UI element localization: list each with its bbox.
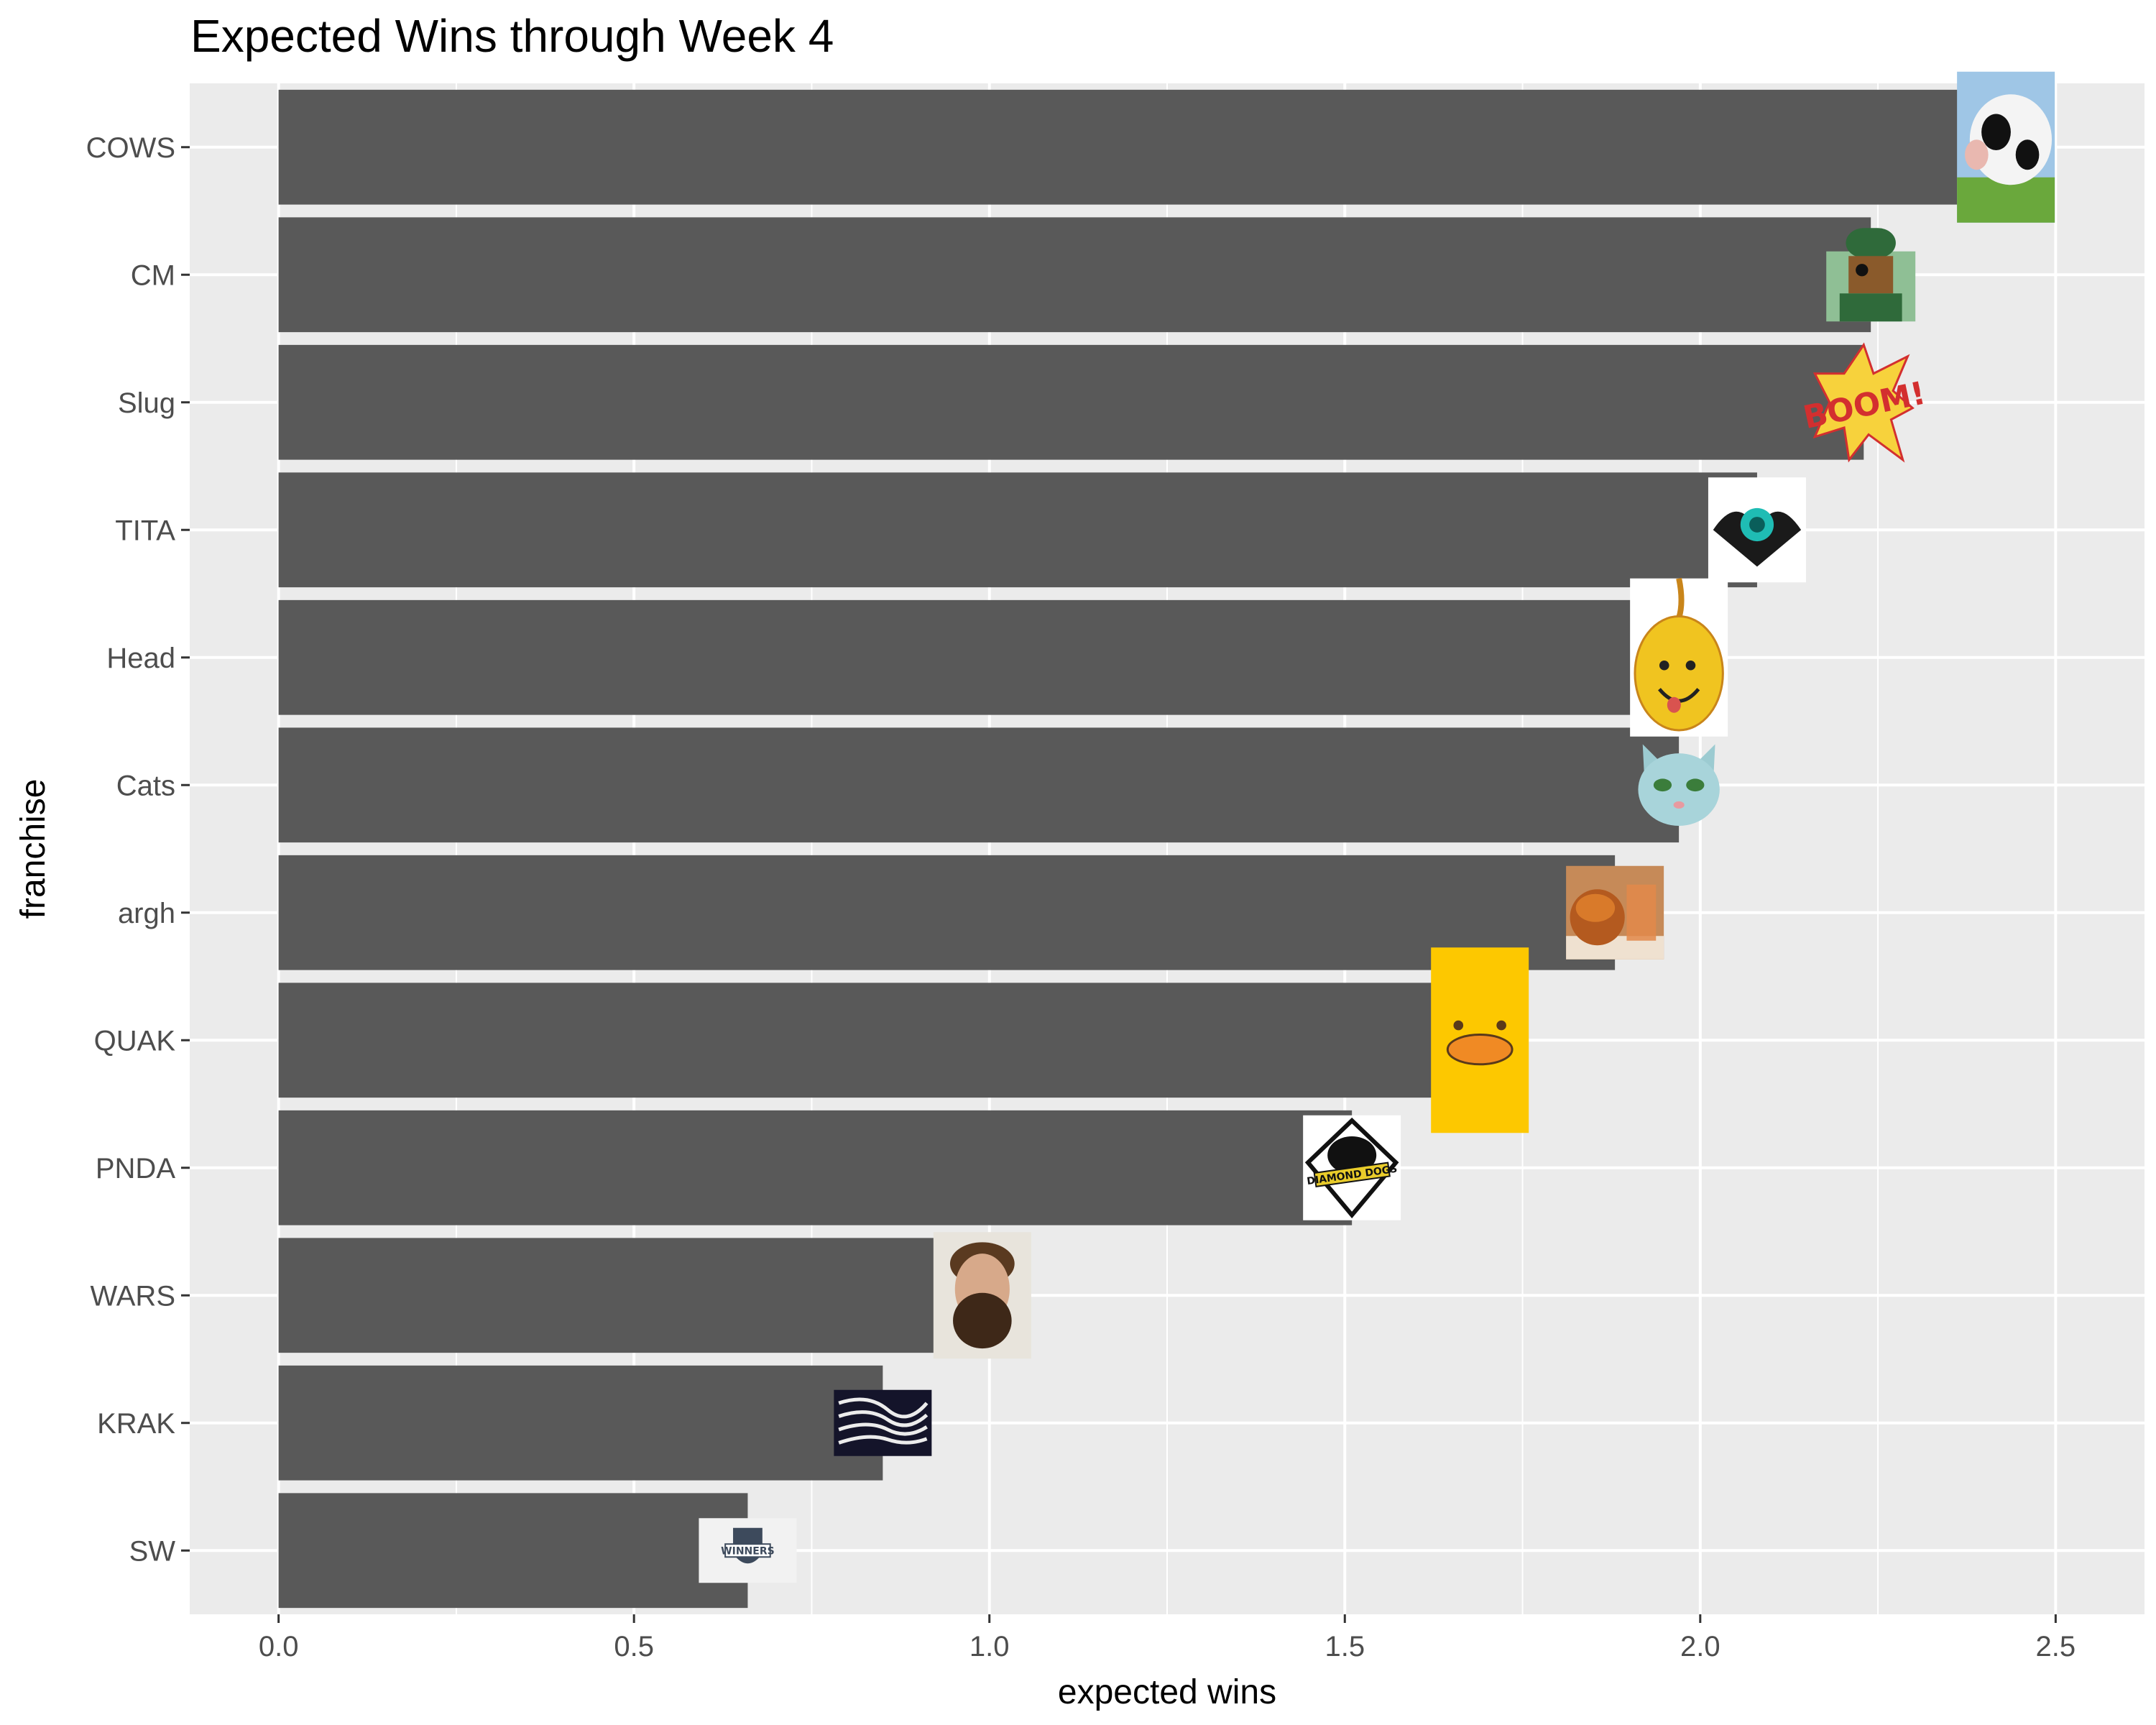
x-tick-label: 1.5 xyxy=(1325,1631,1365,1662)
y-axis-title: franchise xyxy=(14,779,52,919)
x-axis-title: expected wins xyxy=(1058,1673,1276,1711)
bars xyxy=(278,89,2007,1609)
y-tick-label: Slug xyxy=(118,387,175,419)
bar-krak xyxy=(278,1365,883,1481)
y-tick-label: WARS xyxy=(90,1280,175,1312)
x-tick-label: 0.5 xyxy=(614,1631,654,1662)
x-tick-label: 2.0 xyxy=(1680,1631,1720,1662)
y-tick-label: TITA xyxy=(115,515,175,546)
food-photo-icon xyxy=(1566,865,1664,960)
cat-face-icon xyxy=(1638,744,1720,826)
bar-cm xyxy=(278,217,1871,333)
bar-cows xyxy=(278,89,2007,205)
winged-skull-icon xyxy=(1708,477,1806,583)
y-tick-label: Cats xyxy=(116,770,175,801)
pirate-character-icon xyxy=(1826,228,1916,322)
x-tick-label: 2.5 xyxy=(2036,1631,2076,1662)
bar-quak xyxy=(278,983,1480,1098)
x-axis: 0.0 0.5 1.0 1.5 2.0 2.5 xyxy=(259,1614,2076,1662)
winners-shield-icon: WINNERS xyxy=(699,1518,797,1583)
y-tick-label: QUAK xyxy=(94,1025,176,1057)
y-tick-label: PNDA xyxy=(96,1153,175,1184)
y-tick-label: KRAK xyxy=(97,1408,175,1440)
kraken-icon xyxy=(834,1389,932,1456)
y-tick-label: SW xyxy=(129,1535,176,1567)
bar-head xyxy=(278,599,1680,715)
y-tick-label: CM xyxy=(131,259,175,291)
yellow-duck-icon xyxy=(1431,947,1529,1133)
bearded-man-photo-icon xyxy=(933,1232,1031,1359)
winners-logo-text: WINNERS xyxy=(721,1546,775,1558)
y-axis: COWS CM Slug TITA Head Cats argh QUAK PNDA WARS KR… xyxy=(86,132,190,1567)
bar-slug xyxy=(278,344,1864,460)
cow-photo-icon xyxy=(1957,71,2055,223)
bar-cats xyxy=(278,727,1680,843)
bar-argh xyxy=(278,855,1616,970)
onion-face-icon xyxy=(1630,577,1728,737)
bar-sw xyxy=(278,1493,748,1609)
bar-tita xyxy=(278,472,1757,588)
diamond-dogs-icon: DIAMOND DOGS xyxy=(1303,1115,1401,1220)
y-tick-label: Head xyxy=(106,643,175,674)
x-tick-label: 0.0 xyxy=(259,1631,299,1662)
x-tick-label: 1.0 xyxy=(969,1631,1010,1662)
bar-wars xyxy=(278,1238,982,1353)
y-tick-label: COWS xyxy=(86,132,175,164)
bar-pnda xyxy=(278,1110,1353,1225)
y-tick-label: argh xyxy=(118,898,175,929)
chart-title: Expected Wins through Week 4 xyxy=(190,10,834,62)
